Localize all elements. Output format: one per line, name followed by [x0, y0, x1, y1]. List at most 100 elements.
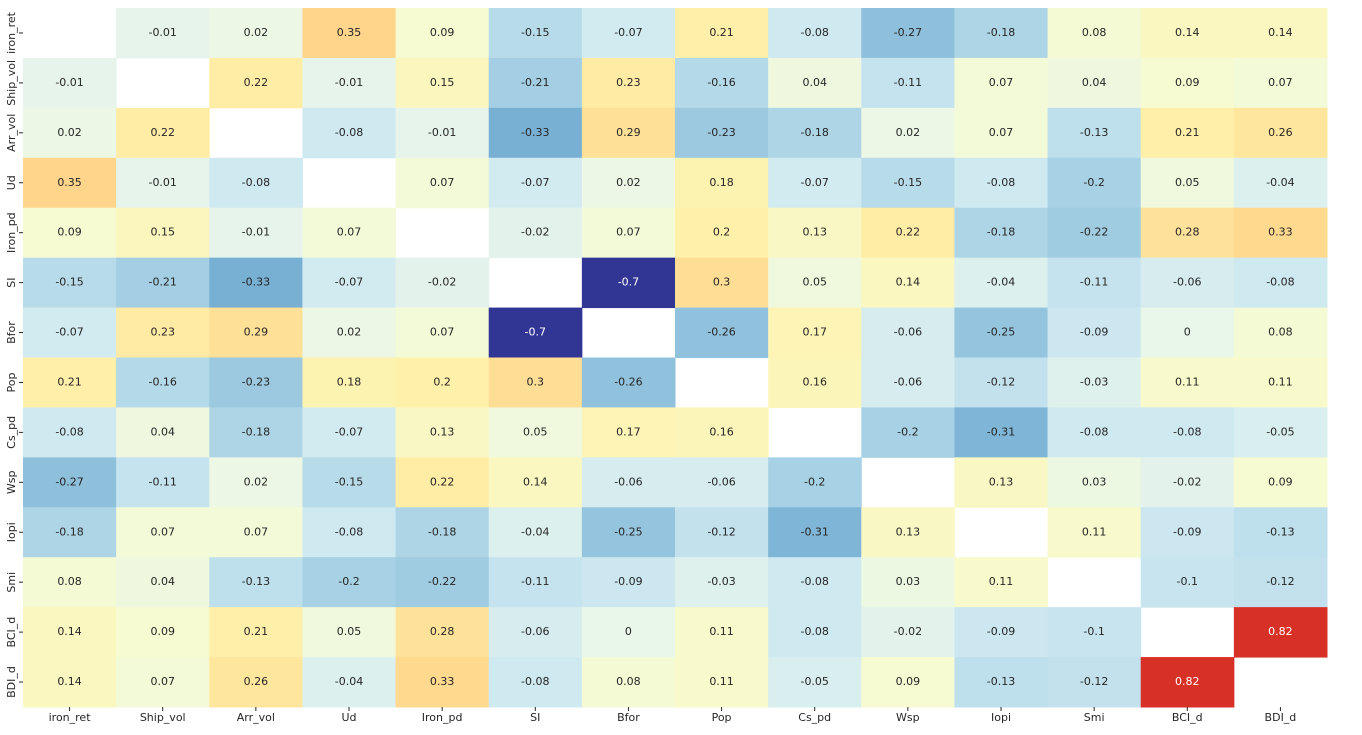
x-tick-label: Iron_pd	[422, 711, 463, 724]
x-tick-label: Wsp	[896, 711, 920, 724]
cell	[209, 257, 303, 309]
cell	[209, 8, 303, 59]
cell	[488, 157, 583, 209]
cell	[768, 8, 862, 59]
cell-label: -0.08	[987, 176, 1015, 189]
cell	[954, 257, 1049, 309]
y-tick-label: BDI_d	[5, 666, 18, 698]
cell	[768, 507, 862, 558]
cell-label: 0.22	[150, 126, 175, 139]
cell	[768, 557, 862, 608]
cell-label: -0.2	[1083, 176, 1104, 189]
cell-label: -0.25	[614, 525, 642, 538]
cell-label: -0.13	[1266, 525, 1294, 538]
cell	[954, 607, 1049, 658]
cell-label: 0.82	[1175, 675, 1200, 688]
cell-label: 0.26	[244, 675, 269, 688]
cell-label: 0.2	[713, 226, 731, 239]
cell-label: 0.23	[150, 326, 175, 339]
y-tick-label: Arr_vol	[5, 114, 18, 152]
cell	[395, 507, 490, 558]
cell-label: -0.04	[521, 525, 549, 538]
cell-label: 0.08	[57, 575, 82, 588]
cell	[395, 8, 490, 59]
cell	[1047, 607, 1142, 658]
cell	[209, 657, 303, 708]
cell	[209, 307, 303, 358]
y-tick-label: Smi	[5, 572, 18, 593]
cell-label: -0.31	[987, 425, 1015, 438]
cell-label: 0.28	[430, 625, 455, 638]
cell-label: -0.1	[1177, 575, 1198, 588]
cell-label: -0.07	[335, 425, 363, 438]
cell	[116, 407, 210, 458]
cell	[861, 507, 955, 558]
cell-label: 0.02	[244, 26, 269, 39]
cell-label: 0.02	[616, 176, 641, 189]
cell	[675, 657, 769, 708]
cell-label: 0.14	[1175, 26, 1200, 39]
cell	[302, 657, 397, 708]
cell	[675, 307, 769, 358]
cell-label: -0.18	[242, 425, 270, 438]
cell	[861, 657, 955, 708]
cell-label: -0.2	[338, 575, 359, 588]
cell-label: 0.13	[989, 475, 1014, 488]
cell	[1233, 307, 1328, 358]
cell	[395, 157, 490, 209]
cell	[861, 8, 955, 59]
cell-label: -0.01	[148, 176, 176, 189]
cell-label: 0.17	[802, 326, 827, 339]
cell	[116, 207, 210, 259]
cell	[675, 57, 769, 109]
cell-label: -0.05	[1266, 425, 1294, 438]
x-tick-label: Arr_vol	[237, 711, 275, 724]
cell-label: 0.05	[802, 276, 827, 289]
cell	[302, 107, 397, 159]
cell	[1233, 8, 1328, 59]
cell-label: 0.14	[57, 675, 82, 688]
cell	[861, 357, 955, 408]
cell-label: -0.21	[148, 276, 176, 289]
cell	[1233, 207, 1328, 259]
cell-label: -0.13	[242, 575, 270, 588]
cell	[1047, 107, 1142, 159]
cell-label: -0.02	[521, 226, 549, 239]
cell	[675, 557, 769, 608]
cell	[1047, 257, 1142, 309]
cell-label: -0.18	[987, 226, 1015, 239]
y-tick-label: SI	[5, 277, 18, 287]
cell	[675, 257, 769, 309]
cell-label: -0.33	[242, 276, 270, 289]
cell	[488, 457, 583, 508]
cell-label: -0.26	[707, 326, 735, 339]
cell	[1233, 557, 1328, 608]
cell-label: -0.08	[55, 425, 83, 438]
cell-label: -0.06	[707, 475, 735, 488]
cell	[581, 157, 676, 209]
cell-label: 0.07	[337, 226, 362, 239]
y-tick-label: Iopi	[5, 522, 18, 542]
cell	[302, 607, 397, 658]
cell	[954, 407, 1049, 458]
cell-label: -0.01	[148, 26, 176, 39]
y-tick-label: Cs_pd	[5, 416, 18, 449]
cell-label: 0.22	[896, 226, 921, 239]
cell-label: -0.31	[800, 525, 828, 538]
cell-label: -0.15	[335, 475, 363, 488]
cell	[675, 457, 769, 508]
cell-label: -0.18	[55, 525, 83, 538]
cell	[395, 557, 490, 608]
cell-label: -0.09	[1173, 525, 1201, 538]
cell	[23, 657, 117, 708]
cell	[1140, 57, 1235, 109]
cell	[209, 207, 303, 259]
cell-label: 0.15	[430, 76, 455, 89]
cell	[302, 257, 397, 309]
cell-label: 0.17	[616, 425, 641, 438]
cell-label: -0.02	[894, 625, 922, 638]
cell-label: 0.11	[989, 575, 1014, 588]
y-tick-label: Ship_vol	[5, 60, 18, 106]
cell-label: 0.07	[989, 126, 1014, 139]
cell-label: 0.07	[244, 525, 269, 538]
